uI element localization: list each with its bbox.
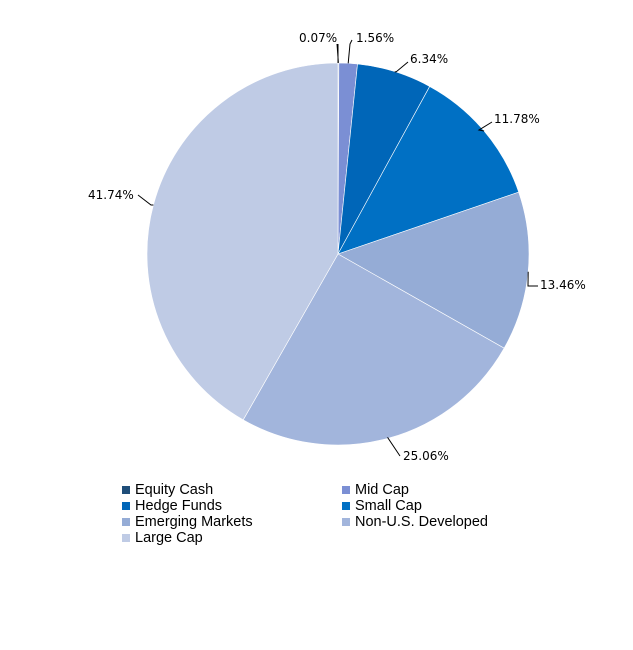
legend-label: Equity Cash [135, 482, 214, 498]
legend-swatch [122, 486, 130, 494]
legend-item: Hedge Funds [122, 498, 342, 514]
leader-line [137, 194, 154, 206]
pie-slice-emerging-markets [337, 191, 530, 349]
leader-line [477, 121, 493, 132]
legend-swatch [342, 502, 350, 510]
data-label: 6.34% [410, 52, 448, 66]
legend-label: Large Cap [135, 530, 203, 546]
data-label: 1.56% [356, 31, 394, 45]
data-label: 11.78% [494, 112, 540, 126]
pie-slice-large-cap [146, 62, 339, 421]
legend-swatch [342, 518, 350, 526]
legend-swatch [342, 486, 350, 494]
legend-swatch [122, 502, 130, 510]
data-label: 0.07% [299, 31, 337, 45]
legend-label: Small Cap [355, 498, 422, 514]
pie-chart: 0.07% 1.56% 6.34% 11.78% 13.46% 25.06% 41.74% [88, 31, 586, 463]
legend-label: Hedge Funds [135, 498, 223, 514]
legend-swatch [122, 518, 130, 526]
data-label: 25.06% [403, 449, 449, 463]
leader-line [386, 437, 401, 457]
leader-line [527, 271, 538, 287]
leader-line [347, 39, 353, 64]
legend-item: Emerging Markets [122, 514, 342, 530]
legend-item: Equity Cash [122, 482, 342, 498]
legend-item: Mid Cap [342, 482, 542, 498]
legend-item: Large Cap [122, 530, 342, 546]
leader-line [394, 61, 409, 73]
legend-swatch [122, 534, 130, 542]
legend-label: Mid Cap [355, 482, 409, 498]
chart-legend: Equity Cash Mid Cap Hedge Funds Small Cap Em… [122, 482, 542, 546]
legend-label: Non-U.S. Developed [355, 514, 488, 530]
legend-item: Small Cap [342, 498, 542, 514]
legend-item: Non-U.S. Developed [342, 514, 542, 530]
data-label: 41.74% [88, 188, 134, 202]
legend-label: Emerging Markets [135, 514, 253, 530]
data-label: 13.46% [540, 278, 586, 292]
